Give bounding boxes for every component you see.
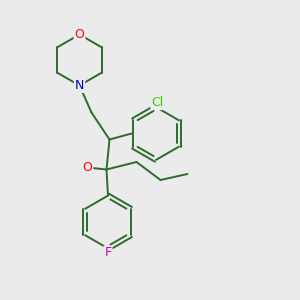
Text: F: F — [104, 246, 112, 260]
Text: N: N — [75, 79, 84, 92]
Text: O: O — [75, 28, 84, 41]
Text: Cl: Cl — [152, 96, 164, 109]
Text: H: H — [81, 163, 90, 173]
Text: O: O — [82, 161, 92, 175]
